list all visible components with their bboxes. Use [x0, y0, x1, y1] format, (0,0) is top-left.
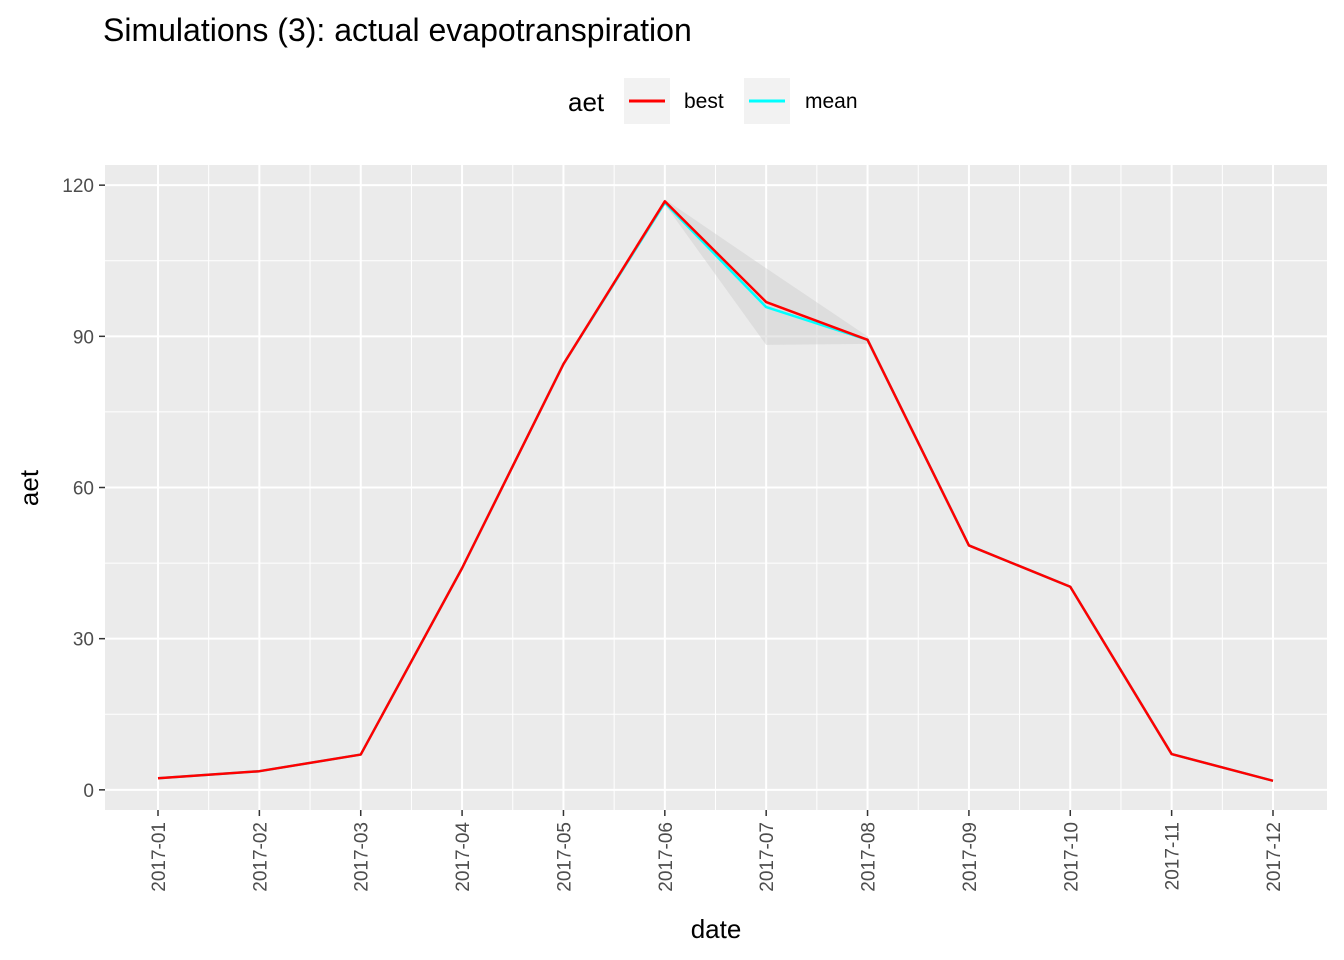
x-tick-label: 2017-05 [554, 822, 575, 892]
x-tick-label: 2017-06 [656, 822, 677, 892]
y-tick-label: 120 [62, 176, 94, 197]
legend-entry-best: best [624, 78, 724, 124]
legend-label-best: best [684, 90, 724, 113]
chart-title: Simulations (3): actual evapotranspirati… [103, 12, 692, 48]
series-layer [157, 200, 1274, 782]
x-tick-label: 2017-07 [757, 822, 778, 892]
grid [105, 165, 1327, 810]
x-tick-label: 2017-11 [1163, 822, 1184, 890]
x-tick-label: 2017-02 [250, 822, 271, 892]
y-tick-label: 30 [73, 630, 94, 651]
x-tick-label: 2017-09 [960, 822, 981, 892]
x-axis-title: date [691, 914, 742, 944]
series-line-best [157, 200, 1274, 782]
legend-entry-mean: mean [744, 78, 858, 124]
y-tick-label: 90 [73, 327, 94, 348]
x-tick-label: 2017-08 [859, 822, 880, 892]
x-tick-label: 2017-04 [453, 822, 474, 892]
legend-label-mean: mean [805, 90, 858, 113]
x-tick-label: 2017-01 [149, 822, 170, 892]
y-axis-title: aet [14, 469, 44, 506]
legend-title: aet [568, 87, 605, 117]
x-tick-label: 2017-10 [1061, 822, 1082, 892]
x-axis: 2017-01 2017-02 2017-03 2017-04 2017-05 2017-… [149, 810, 1285, 892]
y-axis: 0 30 60 90 120 [62, 176, 105, 802]
y-tick-label: 60 [73, 479, 94, 500]
x-tick-label: 2017-03 [352, 822, 373, 892]
y-tick-label: 0 [83, 781, 94, 802]
x-tick-label: 2017-12 [1264, 822, 1285, 892]
legend: aet best mean [568, 78, 858, 124]
